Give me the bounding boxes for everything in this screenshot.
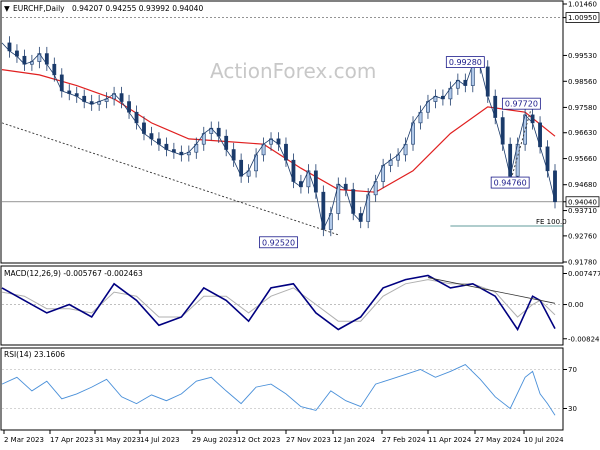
price-label-box: [445, 56, 485, 69]
y-tick-label: 1.01460: [568, 1, 597, 9]
price-label: 0.99280: [449, 58, 482, 67]
price-label: 0.94760: [494, 179, 527, 188]
main-price-series: FE 100.0: [1, 36, 567, 237]
macd-panel-frame: [0, 265, 564, 346]
x-tick-label: 17 Apr 2023: [50, 436, 93, 444]
trendline: [1, 122, 339, 236]
y-tick-label: 0.94680: [568, 181, 597, 189]
level-box: [565, 12, 600, 23]
price-label: 0.97720: [505, 100, 538, 109]
x-tick-label: 27 May 2024: [475, 436, 521, 444]
x-tick-label: 11 Apr 2024: [428, 436, 472, 444]
rsi-title: RSI(14) 23.1606: [4, 350, 65, 359]
y-tick-label: 0.95660: [568, 155, 597, 163]
price-label: 0.92520: [262, 238, 295, 247]
price-label-box: [490, 176, 530, 189]
y-tick-label: 1.00950: [568, 14, 597, 22]
main-price-labels: 0.99280 0.97720 0.94760 0.92520: [259, 56, 541, 249]
macd-title: MACD(12,26,9) -0.005767 -0.002463: [4, 269, 143, 278]
x-axis: 2 Mar 2023 17 Apr 2023 31 May 2023 14 Jul 2…: [3, 430, 564, 444]
x-tick-label: 31 May 2023: [95, 436, 141, 444]
rsi-y-tick-label: 30: [568, 405, 577, 413]
price-close-line: [1, 42, 556, 231]
y-tick-label: 0.91780: [568, 259, 597, 267]
macd-y-tick-label: 0.00: [568, 301, 584, 309]
rsi-panel-frame: [0, 347, 564, 431]
trendline: [509, 103, 534, 183]
chart-ohlc: 0.94207 0.94255 0.93992 0.94040: [72, 4, 203, 13]
macd-y-tick-label: 0.007477: [568, 270, 600, 278]
main-y-axis: 1.01460 1.00950 0.99530 0.98560 0.97580 0.966…: [2, 1, 600, 267]
y-tick-label: 0.96630: [568, 129, 597, 137]
chart-symbol-icon: ▼: [4, 4, 10, 13]
y-tick-label: 0.99530: [568, 52, 597, 60]
rsi-series-line: [1, 364, 556, 416]
x-tick-label: 12 Jan 2024: [333, 436, 376, 444]
watermark: ActionForex.com: [210, 59, 376, 83]
y-tick-label: 0.92760: [568, 232, 597, 240]
y-tick-label: 0.94040: [568, 198, 597, 206]
y-tick-label: 0.98560: [568, 78, 597, 86]
macd-series: 0.007477 0.00 -0.00824: [1, 270, 600, 343]
x-tick-label: 2 Mar 2023: [4, 436, 44, 444]
moving-average-line: [1, 69, 556, 193]
macd-y-tick-label: -0.00824: [568, 335, 600, 343]
price-label-box: [501, 97, 541, 110]
x-tick-label: 27 Nov 2023: [286, 436, 331, 444]
rsi-series: 70 30: [1, 364, 577, 416]
x-tick-label: 12 Oct 2023: [237, 436, 280, 444]
x-tick-label: 29 Aug 2023: [192, 436, 237, 444]
x-tick-label: 14 Jul 2023: [140, 436, 180, 444]
x-tick-label: 10 Jul 2024: [524, 436, 564, 444]
rsi-y-tick-label: 70: [568, 366, 577, 374]
macd-series-line: [1, 274, 556, 332]
macd-trendline: [427, 277, 556, 304]
chart-symbol: EURCHF,Daily: [13, 4, 65, 13]
price-label-box: [259, 236, 298, 249]
y-tick-label: 0.97580: [568, 104, 597, 112]
y-tick-label: 0.93710: [568, 207, 597, 215]
fe-label: FE 100.0: [536, 218, 567, 226]
level-box: [565, 196, 600, 208]
main-panel-frame: [0, 0, 564, 264]
x-tick-label: 27 Feb 2024: [382, 436, 426, 444]
